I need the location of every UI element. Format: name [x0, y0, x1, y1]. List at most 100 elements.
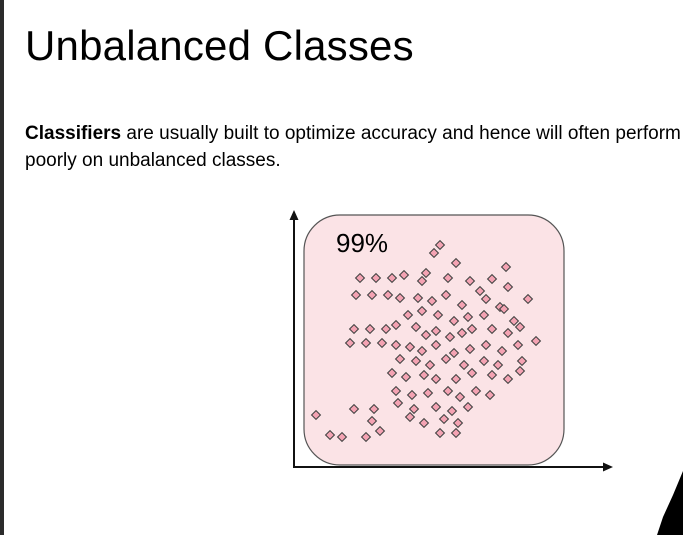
- data-point-diamond: [424, 359, 436, 371]
- data-point-diamond: [324, 429, 336, 441]
- data-point-diamond: [394, 292, 406, 304]
- data-point-markers: [310, 239, 542, 443]
- data-point-diamond: [480, 339, 492, 351]
- data-point-diamond: [310, 409, 322, 421]
- data-point-diamond: [416, 305, 428, 317]
- data-point-diamond: [462, 401, 474, 413]
- axes: [289, 210, 613, 472]
- data-point-diamond: [522, 293, 534, 305]
- data-point-diamond: [426, 295, 438, 307]
- data-point-diamond: [442, 385, 454, 397]
- slide-body-text: Classifiers are usually built to optimiz…: [25, 120, 683, 174]
- data-point-diamond: [366, 289, 378, 301]
- data-point-diamond: [420, 267, 432, 279]
- class-region: [303, 214, 565, 466]
- data-point-diamond: [410, 355, 422, 367]
- data-point-diamond: [398, 269, 410, 281]
- data-point-diamond: [360, 431, 372, 443]
- data-point-diamond: [514, 365, 526, 377]
- left-edge-shadow: [0, 0, 4, 535]
- data-point-diamond: [418, 417, 430, 429]
- data-point-diamond: [512, 339, 524, 351]
- data-point-diamond: [464, 343, 476, 355]
- class-distribution-diagram: 99%: [289, 210, 613, 472]
- corner-decoration: [657, 471, 683, 535]
- data-point-diamond: [348, 403, 360, 415]
- data-point-diamond: [412, 292, 424, 304]
- data-point-diamond: [446, 405, 458, 417]
- data-point-diamond: [370, 272, 382, 284]
- data-point-diamond: [420, 329, 432, 341]
- data-point-diamond: [444, 331, 456, 343]
- data-point-diamond: [416, 275, 428, 287]
- data-point-diamond: [516, 355, 528, 367]
- data-point-diamond: [382, 289, 394, 301]
- body-bold-term: Classifiers: [25, 123, 122, 144]
- data-point-diamond: [348, 323, 360, 335]
- data-point-diamond: [392, 397, 404, 409]
- data-point-diamond: [448, 347, 460, 359]
- body-rest-text: are usually built to optimize accuracy a…: [25, 123, 681, 171]
- data-point-diamond: [390, 319, 402, 331]
- data-point-diamond: [364, 323, 376, 335]
- data-point-diamond: [422, 387, 434, 399]
- data-point-diamond: [430, 339, 442, 351]
- x-axis-arrowhead: [603, 462, 613, 472]
- data-point-diamond: [354, 272, 366, 284]
- data-point-diamond: [368, 403, 380, 415]
- data-point-diamond: [486, 369, 498, 381]
- data-point-diamond: [404, 411, 416, 423]
- data-point-diamond: [448, 315, 460, 327]
- data-point-diamond: [450, 257, 462, 269]
- y-axis-arrowhead: [289, 210, 299, 220]
- data-point-diamond: [336, 431, 348, 443]
- data-point-diamond: [434, 427, 446, 439]
- data-point-diamond: [386, 272, 398, 284]
- data-point-diamond: [500, 261, 512, 273]
- data-point-diamond: [374, 425, 386, 437]
- data-point-diamond: [456, 327, 468, 339]
- data-point-diamond: [380, 323, 392, 335]
- data-point-diamond: [400, 371, 412, 383]
- data-point-diamond: [486, 273, 498, 285]
- data-point-diamond: [508, 315, 520, 327]
- data-point-diamond: [450, 427, 462, 439]
- data-point-diamond: [454, 391, 466, 403]
- data-point-diamond: [530, 335, 542, 347]
- data-point-diamond: [478, 355, 490, 367]
- data-point-diamond: [492, 359, 504, 371]
- data-point-diamond: [496, 345, 508, 357]
- data-point-diamond: [486, 323, 498, 335]
- data-point-diamond: [466, 323, 478, 335]
- data-point-diamond: [466, 367, 478, 379]
- majority-class-region: [303, 214, 565, 466]
- data-point-diamond: [430, 401, 442, 413]
- data-point-diamond: [502, 281, 514, 293]
- data-point-diamond: [402, 309, 414, 321]
- data-point-diamond: [350, 289, 362, 301]
- data-point-diamond: [394, 353, 406, 365]
- data-point-diamond: [464, 275, 476, 287]
- data-point-diamond: [404, 341, 416, 353]
- data-point-diamond: [440, 289, 452, 301]
- data-point-diamond: [458, 359, 470, 371]
- data-point-diamond: [474, 285, 486, 297]
- data-point-diamond: [418, 369, 430, 381]
- data-point-diamond: [502, 373, 514, 385]
- data-point-diamond: [478, 309, 490, 321]
- data-point-diamond: [438, 413, 450, 425]
- data-point-diamond: [430, 325, 442, 337]
- data-point-diamond: [484, 389, 496, 401]
- data-point-diamond: [502, 327, 514, 339]
- data-point-diamond: [376, 337, 388, 349]
- data-point-diamond: [450, 373, 462, 385]
- data-point-diamond: [408, 403, 420, 415]
- data-point-diamond: [344, 337, 356, 349]
- data-point-diamond: [452, 417, 464, 429]
- data-point-diamond: [410, 321, 422, 333]
- region-percentage-label: 99%: [336, 228, 388, 258]
- data-point-diamond: [462, 311, 474, 323]
- data-point-diamond: [456, 299, 468, 311]
- data-point-diamond: [366, 415, 378, 427]
- data-point-diamond: [390, 385, 402, 397]
